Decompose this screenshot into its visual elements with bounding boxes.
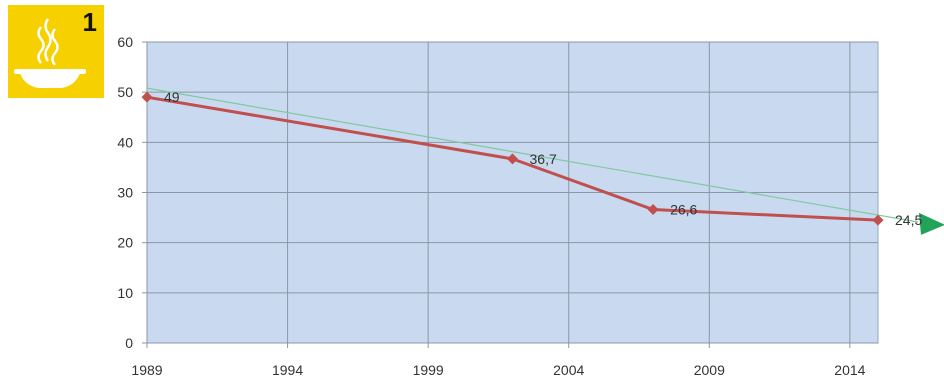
- series-line: [141, 91, 884, 226]
- trend-arrow-icon: [919, 212, 944, 235]
- x-tick-label: 1999: [413, 362, 444, 378]
- x-tick-label: 2009: [694, 362, 725, 378]
- data-label: 26,6: [670, 202, 697, 218]
- y-axis: 0 10 20 30 40 50 60: [117, 34, 147, 351]
- y-tick-label: 40: [117, 134, 133, 150]
- data-label: 49: [164, 89, 180, 105]
- x-tick-label: 2014: [834, 362, 865, 378]
- x-tick-label: 2004: [553, 362, 584, 378]
- goal-number: 1: [82, 7, 97, 37]
- data-point-marker: [141, 91, 153, 103]
- goal-badge: 1: [8, 5, 104, 98]
- y-tick-label: 10: [117, 285, 133, 301]
- data-label: 36,7: [530, 151, 557, 167]
- data-labels: 49 36,7 26,6 24,5: [164, 89, 922, 228]
- data-point-marker: [507, 153, 518, 165]
- series-polyline: [146, 95, 879, 222]
- trendline-line: [146, 87, 919, 223]
- x-axis: 1989 1994 1999 2004 2009 2014: [131, 343, 866, 378]
- data-label: 24,5: [895, 212, 922, 228]
- trendline: [146, 87, 944, 235]
- x-tick-label: 1994: [272, 362, 303, 378]
- y-tick-label: 0: [125, 335, 133, 351]
- x-tick-label: 1989: [131, 362, 162, 378]
- data-point-marker: [647, 204, 659, 216]
- data-point-marker: [872, 214, 884, 226]
- soup-bowl-icon: [14, 18, 86, 88]
- y-tick-label: 50: [117, 84, 133, 100]
- y-tick-label: 20: [117, 235, 133, 251]
- y-tick-label: 30: [117, 185, 133, 201]
- y-tick-label: 60: [117, 34, 133, 50]
